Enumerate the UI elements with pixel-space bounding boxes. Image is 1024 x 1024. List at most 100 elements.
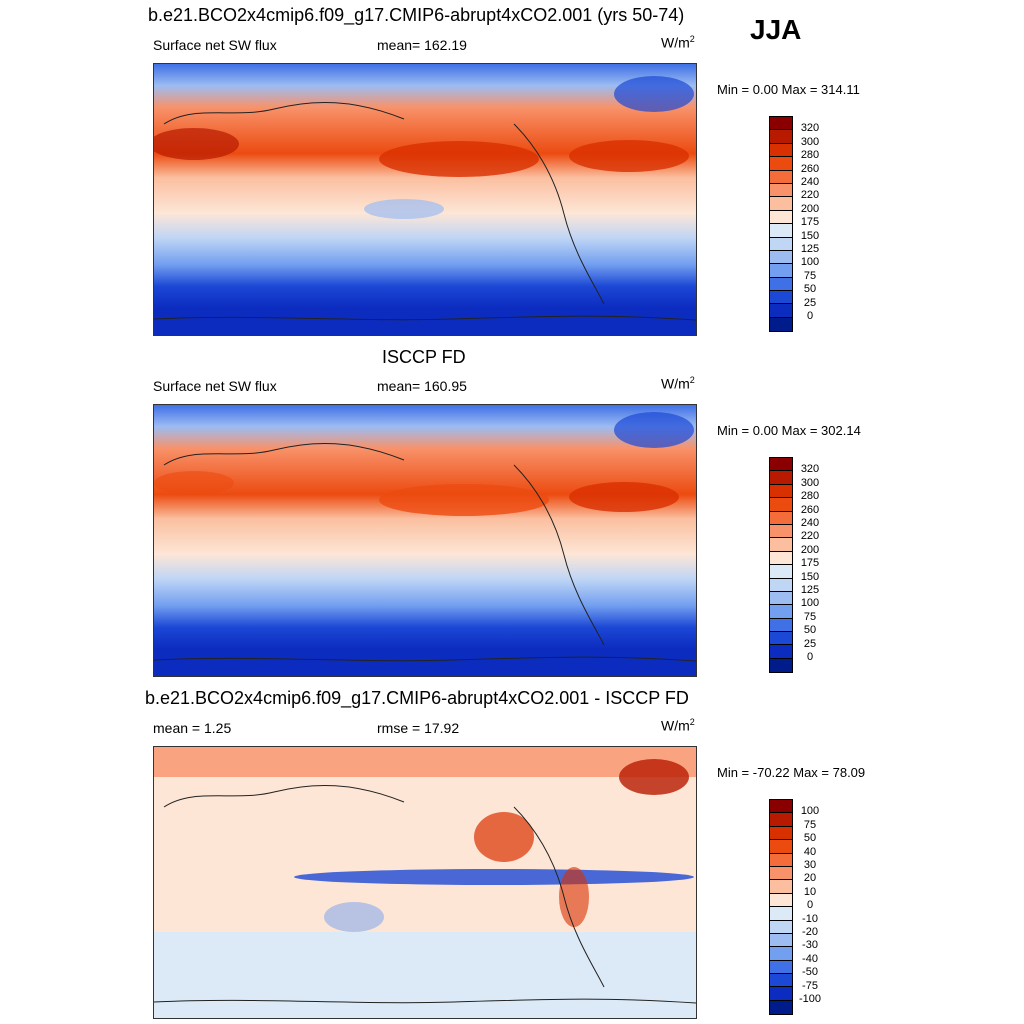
season-label: JJA [750,14,802,45]
colorbar-label: 175 [800,557,820,570]
colorbar-label: 200 [800,202,820,215]
colorbar-swatch [770,210,792,225]
panel3-mean-label: mean = 1.25 [153,720,232,736]
colorbar-swatch [770,578,792,592]
colorbar-label: 25 [803,637,817,650]
colorbar-swatch [770,130,792,144]
colorbar-swatch [770,471,792,485]
colorbar-label: 100 [800,597,820,610]
colorbar-swatch [770,987,792,1001]
colorbar-swatch [770,250,792,265]
panel2-variable-label: Surface net SW flux [153,378,277,394]
panel3-map-field [154,747,696,1018]
colorbar-swatch [770,237,792,251]
colorbar-label: 300 [800,476,820,489]
colorbar-label: 200 [800,543,820,556]
colorbar-label: -30 [802,939,818,952]
colorbar-label: 0 [806,651,814,663]
colorbar-swatch [770,907,792,921]
colorbar-swatch [770,658,792,673]
colorbar-swatch [770,826,792,841]
panel1-title: b.e21.BCO2x4cmip6.f09_g17.CMIP6-abrupt4x… [148,5,685,25]
colorbar-swatch [770,893,792,908]
panel1-map [153,63,697,336]
colorbar-label: 20 [803,872,817,885]
colorbar-label: -100 [798,993,822,1005]
panel1-mean-label: mean= 162.19 [377,37,467,53]
colorbar-swatch [770,800,792,814]
panel2-minmax: Min = 0.00 Max = 302.14 [717,423,861,438]
colorbar-label: 150 [800,229,820,242]
panel3-rmse-label: rmse = 17.92 [377,720,460,736]
panel2-units: W/m2 [661,375,695,392]
colorbar-label: 240 [800,176,820,188]
panel3-minmax: Min = -70.22 Max = 78.09 [717,765,866,780]
colorbar-label: 100 [800,256,820,269]
colorbar-label: 25 [803,296,817,309]
colorbar-swatch [770,291,792,305]
colorbar-swatch [770,618,792,633]
panel3-title: b.e21.BCO2x4cmip6.f09_g17.CMIP6-abrupt4x… [145,688,689,708]
colorbar-swatch [770,317,792,332]
colorbar-swatch [770,840,792,854]
colorbar-swatch [770,591,792,606]
colorbar-label: 320 [800,463,820,476]
colorbar-label: 10 [803,885,817,898]
colorbar-label: 240 [800,517,820,529]
colorbar-swatch [770,484,792,499]
colorbar-label: 280 [800,490,820,503]
colorbar-label: 0 [806,310,814,322]
colorbar-swatch [770,157,792,171]
panel1-minmax: Min = 0.00 Max = 314.11 [717,82,860,97]
colorbar-label: -50 [802,966,818,979]
colorbar-swatch [770,605,792,619]
colorbar-label: 280 [800,149,820,162]
colorbar-swatch [770,304,792,318]
colorbar-swatch [770,498,792,512]
colorbar-label: 50 [803,832,817,845]
colorbar-label: 125 [800,584,820,596]
colorbar-swatch [770,117,792,131]
colorbar-swatch [770,524,792,539]
panel2-title: ISCCP FD [382,347,466,367]
colorbar-swatch [770,511,792,525]
colorbar-swatch [770,183,792,198]
colorbar-swatch [770,866,792,881]
colorbar-label: -75 [802,979,818,992]
colorbar-label: 75 [803,818,817,831]
colorbar-label: 0 [806,899,814,912]
colorbar-label: 260 [800,503,820,516]
panel1-units: W/m2 [661,34,695,51]
colorbar-label: -20 [802,926,818,938]
colorbar-label: 150 [800,570,820,583]
colorbar-label: 125 [800,243,820,255]
panel1-variable-label: Surface net SW flux [153,37,277,53]
colorbar-swatch [770,853,792,867]
colorbar-label: 300 [800,135,820,148]
colorbar-swatch [770,277,792,292]
colorbar-label: 320 [800,122,820,135]
panel3-units: W/m2 [661,717,695,734]
colorbar-swatch [770,458,792,472]
panel2-colorbar [769,457,793,674]
colorbar-swatch [770,960,792,975]
colorbar-swatch [770,974,792,988]
colorbar-swatch [770,632,792,646]
colorbar-swatch [770,933,792,948]
colorbar-label: 40 [803,845,817,858]
colorbar-swatch [770,1000,792,1015]
colorbar-swatch [770,551,792,566]
panel3-map [153,746,697,1019]
colorbar-label: -10 [802,912,818,925]
colorbar-label: 260 [800,162,820,175]
colorbar-swatch [770,170,792,184]
panel1-colorbar [769,116,793,333]
panel3-colorbar [769,799,793,1016]
colorbar-swatch [770,197,792,211]
colorbar-swatch [770,538,792,552]
colorbar-swatch [770,224,792,238]
colorbar-label: 50 [803,624,817,637]
colorbar-swatch [770,947,792,961]
colorbar-swatch [770,880,792,894]
panel1-map-field [154,64,696,335]
